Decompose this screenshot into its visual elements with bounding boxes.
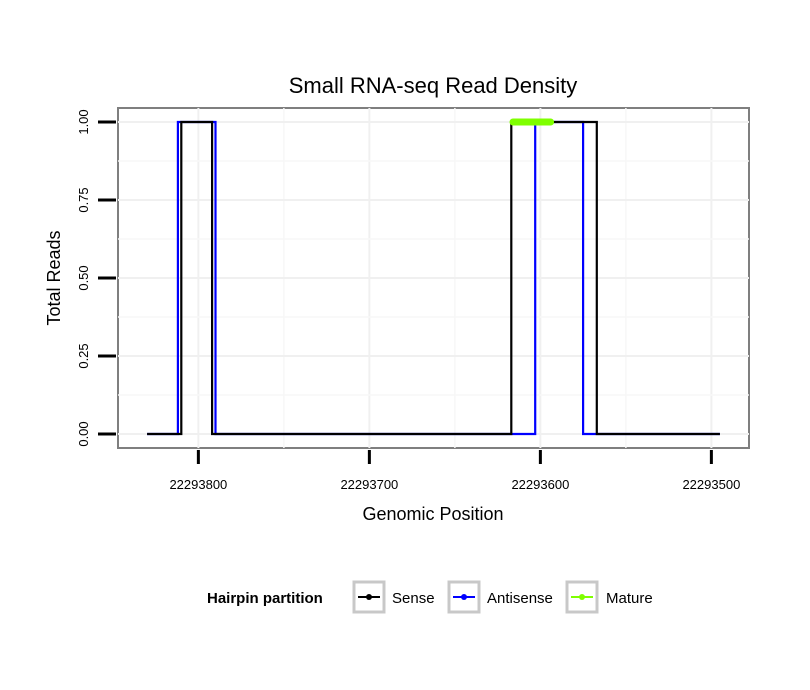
legend-item-antisense: Antisense (447, 580, 553, 614)
y-tick-label: 0.00 (76, 421, 91, 446)
x-axis: 22293800 22293700 22293600 22293500 (169, 450, 740, 492)
legend-item-mature: Mature (565, 580, 653, 614)
x-tick-label: 22293700 (340, 477, 398, 492)
x-tick-label: 22293800 (169, 477, 227, 492)
y-tick-label: 1.00 (76, 109, 91, 134)
legend-label-sense: Sense (392, 590, 435, 607)
legend-item-sense: Sense (352, 580, 435, 614)
chart-title: Small RNA-seq Read Density (289, 73, 578, 98)
x-axis-title: Genomic Position (362, 504, 503, 524)
y-tick-label: 0.75 (76, 187, 91, 212)
grid (118, 108, 749, 448)
y-axis: 0.00 0.25 0.50 0.75 1.00 (76, 109, 116, 447)
y-tick-label: 0.50 (76, 265, 91, 290)
x-tick-label: 22293600 (511, 477, 569, 492)
legend-title: Hairpin partition (207, 590, 323, 607)
y-axis-title: Total Reads (44, 230, 64, 325)
legend: Hairpin partition Sense Antisense Mature (207, 580, 653, 614)
legend-dot-sense (366, 594, 372, 600)
legend-dot-mature (579, 594, 585, 600)
legend-label-antisense: Antisense (487, 590, 553, 607)
x-tick-label: 22293500 (682, 477, 740, 492)
series-layer (147, 118, 720, 436)
legend-dot-antisense (461, 594, 467, 600)
y-tick-label: 0.25 (76, 343, 91, 368)
series-line-sense (147, 120, 720, 436)
legend-label-mature: Mature (606, 590, 653, 607)
